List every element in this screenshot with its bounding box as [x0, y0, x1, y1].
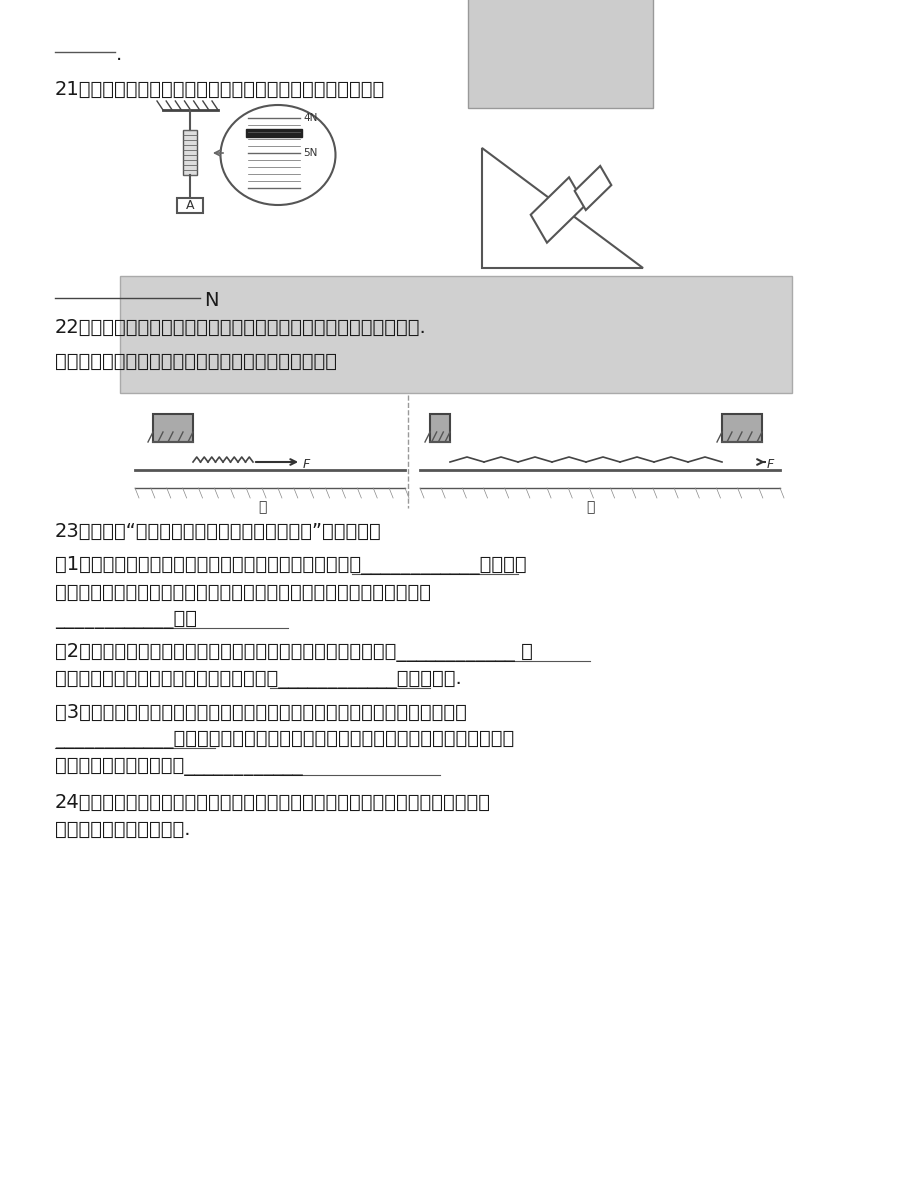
Text: 24．小红同学在探究影响浮力大小的因素时，做了如图所示的实验．请你根据小红: 24．小红同学在探究影响浮力大小的因素时，做了如图所示的实验．请你根据小红: [55, 793, 491, 812]
Polygon shape: [574, 166, 611, 210]
Text: 23．在探究“滑动摩擦力的大小与哪些因素有关”的活动中，: 23．在探究“滑动摩擦力的大小与哪些因素有关”的活动中，: [55, 522, 381, 541]
Text: .: .: [116, 45, 122, 64]
Bar: [119, 277, 791, 393]
Text: 5N: 5N: [302, 148, 317, 159]
Text: F: F: [302, 458, 310, 471]
Text: 变，改变木块对木板的压力；实验中应用了____________的研究方法.: 变，改变木块对木板的压力；实验中应用了____________的研究方法.: [55, 670, 461, 689]
Text: ____________；为了解决上述问题，小明同学对实验装置进行了改进，如图乙所: ____________；为了解决上述问题，小明同学对实验装置进行了改进，如图乙…: [55, 730, 514, 749]
Text: （1）他们利用图甲所示装置进行了实验，先用弹簧测力计____________拉着木块: （1）他们利用图甲所示装置进行了实验，先用弹簧测力计____________拉着…: [55, 555, 526, 575]
Bar: [153, 414, 193, 442]
Polygon shape: [530, 178, 584, 243]
Text: F: F: [766, 458, 774, 471]
Text: N: N: [204, 291, 219, 310]
Text: 三、实验题（本题共四个小题，每空１分，共２３分）: 三、实验题（本题共四个小题，每空１分，共２３分）: [55, 352, 336, 371]
Text: （2）在探究滑动摩擦力的大小与压力大小的关系时，他们应控制____________ 不: （2）在探究滑动摩擦力的大小与压力大小的关系时，他们应控制___________…: [55, 642, 532, 662]
Text: A: A: [186, 199, 194, 212]
Bar: [245, 129, 301, 137]
Text: （3）实验中他们发现很难保持弹簧测力计示数的稳定性，很难读数，原因是：: （3）实验中他们发现很难保持弹簧测力计示数的稳定性，很难读数，原因是：: [55, 703, 466, 722]
Text: 甲: 甲: [257, 499, 266, 514]
Text: 4N: 4N: [302, 113, 317, 123]
Bar: [176, 198, 203, 213]
Text: 沿长木板滑动，此时弹簧测力计对木块的拉力与木块受到的摩擦力是一对: 沿长木板滑动，此时弹簧测力计对木块的拉力与木块受到的摩擦力是一对: [55, 583, 430, 602]
Text: 示．利用该装置的优点是____________: 示．利用该装置的优点是____________: [55, 757, 302, 776]
Text: 22、如上图所示，物体静止在斜面上，画出物体对斜面压力的示意图.: 22、如上图所示，物体静止在斜面上，画出物体对斜面压力的示意图.: [55, 318, 426, 337]
Text: 乙: 乙: [585, 499, 594, 514]
Text: 的实验探究回答下列问题.: 的实验探究回答下列问题.: [55, 820, 190, 839]
Bar: [468, 0, 652, 108]
Text: ____________力。: ____________力。: [55, 610, 197, 629]
Polygon shape: [482, 148, 642, 268]
Bar: [183, 130, 197, 175]
Ellipse shape: [221, 105, 335, 205]
Text: 21．弹簧测力计示数如下图所示，木块所受的弹簧秤的拉力为: 21．弹簧测力计示数如下图所示，木块所受的弹簧秤的拉力为: [55, 80, 385, 99]
Bar: [721, 414, 761, 442]
Bar: [429, 414, 449, 442]
